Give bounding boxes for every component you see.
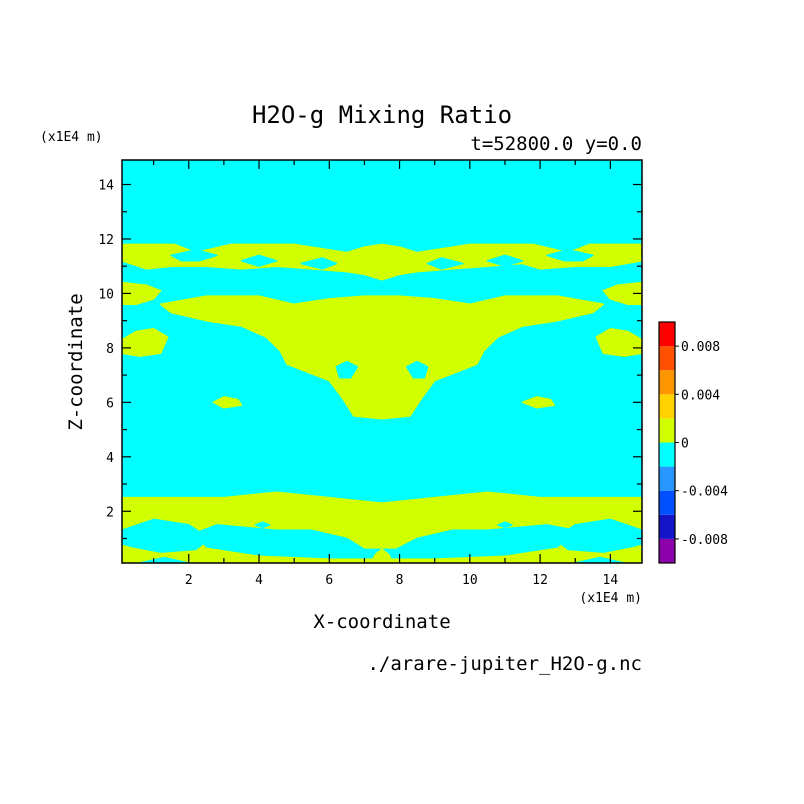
contour-hole-hole-low-right [553,518,642,553]
x-tick-label: 10 [462,573,478,588]
contour-island-island-low-bottom [370,548,394,563]
x-tick-label: 6 [325,573,333,588]
colorbar-segment [659,346,675,371]
plot-area [121,159,643,564]
contour-hole-hole-upper-r2 [486,254,524,267]
plot-frame [121,159,643,564]
contour-hole-hole-right-eye [405,360,429,379]
colorbar-segment [659,514,675,539]
y-unit-label: (x1E4 m) [40,130,103,145]
contour-hole-hole-left-eye [335,360,359,379]
contour-island-island-low-center [335,513,429,532]
x-tick-label: 14 [603,573,619,588]
colorbar-segment [659,418,675,443]
contour-fills [122,243,642,563]
colorbar-segment [659,466,675,491]
colorbar-segment [659,370,675,395]
contour-region-upper-band [122,243,642,281]
y-axis-label: Z-coordinate [65,293,87,430]
colorbar-segment [659,538,675,563]
file-label: ./arare-jupiter_H2O-g.nc [367,653,642,675]
x-tick-label: 4 [255,573,263,588]
contour-hole-hole-low-left [122,518,211,553]
contour-hole-hole-low-bottom-r [574,556,626,563]
colorbar-segment [659,322,675,347]
chart-title: H2O-g Mixing Ratio [252,101,512,129]
colorbar-segment [659,442,675,467]
x-tick-label: 12 [532,573,548,588]
colorbar: 0.008 0.004 0 -0.004 -0.008 [658,321,728,564]
y-axis: 2 4 6 8 10 12 14 [98,179,642,540]
contour-hole-hole-low-tiny-r [497,521,513,529]
colorbar-segment [659,490,675,515]
y-tick-label: 8 [106,342,114,357]
y-tick-label: 14 [98,179,114,194]
contour-region-left-edge-8 [122,328,169,357]
contour-hole-hole-upper-c2 [426,257,464,270]
contour-hole-hole-upper-r1 [546,249,594,262]
contour-hole-hole-low-mid [195,524,576,559]
colorbar-segment [659,394,675,419]
contour-region-central-blob [159,295,605,420]
x-axis-label: X-coordinate [313,611,450,633]
colorbar-label: 0 [681,437,689,452]
y-tick-label: 12 [98,233,114,248]
contour-region-right-edge-8 [595,328,642,357]
colorbar-label: -0.008 [681,533,728,548]
y-tick-label: 4 [106,451,114,466]
contour-region-right-edge-10 [602,281,642,306]
contour-region-right-small-6 [521,396,555,409]
contour-hole-hole-upper-c1 [300,257,338,270]
colorbar-label: -0.004 [681,485,728,500]
contour-hole-hole-upper-l1 [170,249,218,262]
contour-region-left-edge-10 [122,281,162,306]
y-tick-label: 6 [106,396,114,411]
colorbar-label: 0.004 [681,388,720,403]
y-tick-label: 2 [106,505,114,520]
contour-hole-hole-low-tiny-l [254,521,271,529]
x-tick-label: 8 [396,573,404,588]
contour-hole-hole-upper-l2 [240,254,278,267]
contour-hole-hole-low-bottom-l [138,556,190,563]
colorbar-label: 0.008 [681,340,720,355]
y-tick-label: 10 [98,287,114,302]
x-axis: 2 4 6 8 10 12 14 [153,160,619,588]
x-tick-label: 2 [185,573,193,588]
contour-region-left-small-6 [212,396,243,409]
chart-subtitle: t=52800.0 y=0.0 [470,133,642,155]
x-unit-label: (x1E4 m) [579,591,642,606]
